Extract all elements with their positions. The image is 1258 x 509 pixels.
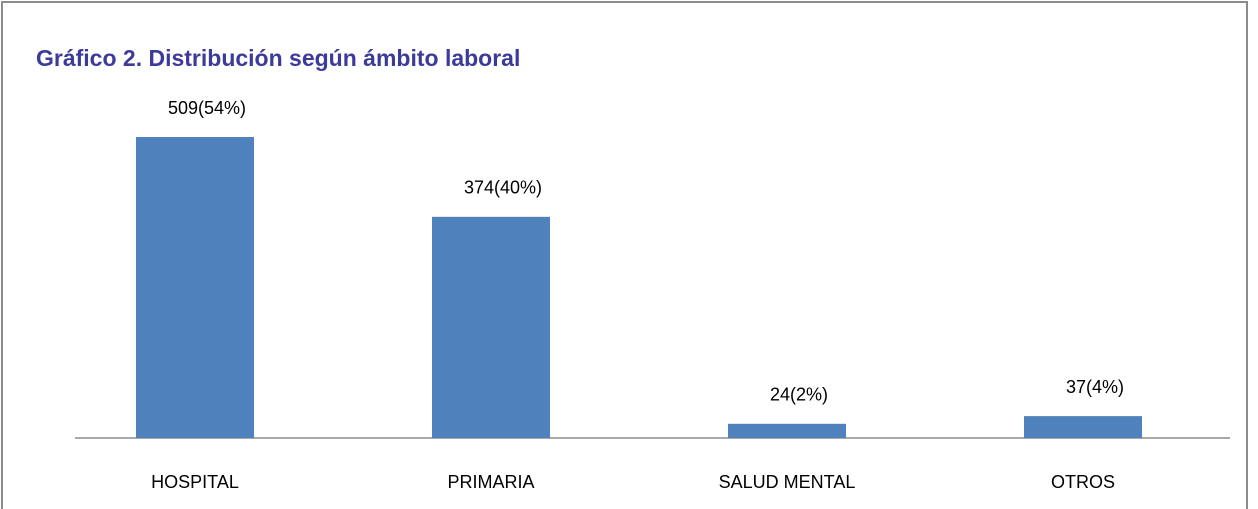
- chart-title: Gráfico 2. Distribución según ámbito lab…: [36, 45, 520, 71]
- data-label: 374(40%): [464, 178, 542, 198]
- x-tick-label: OTROS: [1051, 472, 1115, 492]
- x-tick-label: HOSPITAL: [151, 472, 239, 492]
- data-label: 509(54%): [168, 98, 246, 118]
- x-tick-label: SALUD MENTAL: [719, 472, 856, 492]
- bar: [432, 216, 550, 438]
- data-label: 37(4%): [1066, 377, 1124, 397]
- bar: [1024, 416, 1142, 438]
- bar: [728, 423, 846, 438]
- x-tick-label: PRIMARIA: [447, 472, 534, 492]
- data-label: 24(2%): [770, 385, 828, 405]
- bar: [136, 137, 254, 438]
